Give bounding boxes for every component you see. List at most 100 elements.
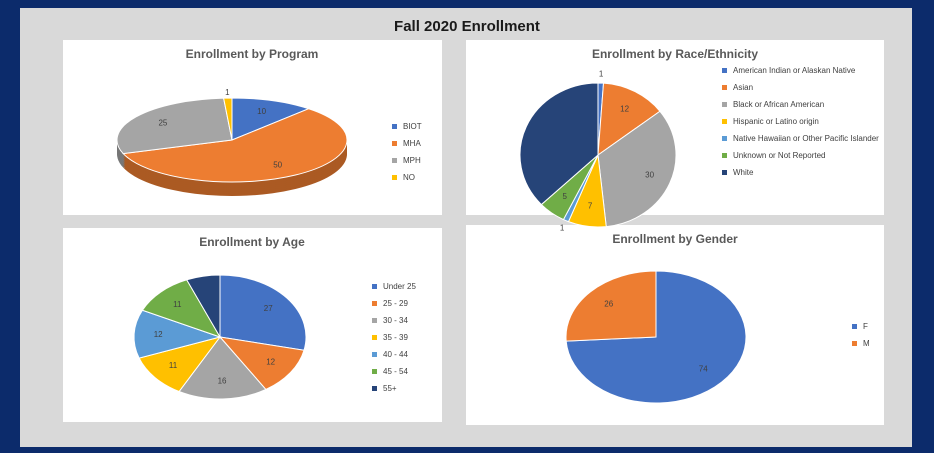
legend-item: Native Hawaiian or Other Pacific Islande… <box>722 134 882 144</box>
legend-item: Unknown or Not Reported <box>722 151 882 161</box>
data-label: 26 <box>604 300 613 309</box>
legend-label: 40 - 44 <box>383 350 408 359</box>
legend-label: 55+ <box>383 384 397 393</box>
legend-item: 25 - 29 <box>372 299 432 309</box>
legend-swatch <box>372 352 377 357</box>
legend-swatch <box>372 369 377 374</box>
legend: BIOT MHA MPH NO <box>392 122 440 190</box>
legend-swatch <box>372 284 377 289</box>
legend-item: Asian <box>722 83 882 93</box>
data-label: 16 <box>218 377 227 386</box>
legend-label: MHA <box>403 139 421 148</box>
legend-item: American Indian or Alaskan Native <box>722 66 882 76</box>
slide-title: Fall 2020 Enrollment <box>394 18 540 35</box>
data-label: 7 <box>588 201 593 210</box>
legend-item: BIOT <box>392 122 440 132</box>
data-label: 50 <box>273 160 282 169</box>
legend-label: 30 - 34 <box>383 316 408 325</box>
pie-slice <box>133 309 222 359</box>
legend-swatch <box>722 85 727 90</box>
legend-swatch <box>372 318 377 323</box>
data-label: 30 <box>645 171 654 180</box>
legend-label: Black or African American <box>733 100 825 109</box>
legend-label: Native Hawaiian or Other Pacific Islande… <box>733 134 879 143</box>
chart-title: Enrollment by Gender <box>612 232 738 246</box>
legend-item: 55+ <box>372 384 432 394</box>
pie-slice <box>565 270 657 342</box>
legend-swatch <box>852 341 857 346</box>
legend-item: 35 - 39 <box>372 333 432 343</box>
legend-item: M <box>852 339 882 349</box>
legend-item: 40 - 44 <box>372 350 432 360</box>
data-label: 25 <box>158 118 167 127</box>
data-label: 5 <box>562 192 567 201</box>
legend-swatch <box>392 158 397 163</box>
pie-slice <box>222 97 233 141</box>
legend-item: NO <box>392 173 440 183</box>
pie-slice <box>219 274 307 351</box>
data-label: 12 <box>620 104 629 113</box>
data-label: 11 <box>173 300 182 309</box>
legend-swatch <box>372 301 377 306</box>
pie-slice <box>178 336 267 400</box>
pie-slice <box>138 336 222 393</box>
legend-label: 25 - 29 <box>383 299 408 308</box>
legend-swatch <box>852 324 857 329</box>
data-label: 1 <box>225 88 230 97</box>
pie-slice <box>116 97 233 155</box>
pie-slice <box>231 97 311 141</box>
legend-item: Black or African American <box>722 100 882 110</box>
legend-item: MPH <box>392 156 440 166</box>
legend-item: MHA <box>392 139 440 149</box>
legend-item: Under 25 <box>372 282 432 292</box>
legend-item: F <box>852 322 882 332</box>
legend-item: White <box>722 168 882 178</box>
legend-label: Under 25 <box>383 282 416 291</box>
legend-swatch <box>372 335 377 340</box>
data-label: 27 <box>264 304 273 313</box>
legend-swatch <box>392 175 397 180</box>
pie-slice <box>186 274 221 339</box>
chart-title: Enrollment by Program <box>186 47 319 61</box>
chart-title: Enrollment by Age <box>199 235 305 249</box>
legend: Under 25 25 - 29 30 - 34 35 - 39 40 - 44 45 -… <box>372 282 432 401</box>
data-label: 11 <box>169 361 178 370</box>
data-label: 1 <box>599 70 604 79</box>
legend-label: Hispanic or Latino origin <box>733 117 819 126</box>
legend-item: Hispanic or Latino origin <box>722 117 882 127</box>
data-label: 10 <box>257 107 266 116</box>
legend-label: 45 - 54 <box>383 367 408 376</box>
legend-label: 35 - 39 <box>383 333 408 342</box>
legend-swatch <box>392 141 397 146</box>
data-label: 1 <box>560 224 565 233</box>
legend-label: Unknown or Not Reported <box>733 151 826 160</box>
legend-swatch <box>722 136 727 141</box>
legend-label: F <box>863 322 868 331</box>
legend-swatch <box>722 102 727 107</box>
data-label: 12 <box>154 330 163 339</box>
legend-swatch <box>722 170 727 175</box>
legend-swatch <box>372 386 377 391</box>
legend-label: American Indian or Alaskan Native <box>733 66 856 75</box>
legend-label: White <box>733 168 754 177</box>
legend-item: 45 - 54 <box>372 367 432 377</box>
pie-slice <box>597 110 677 228</box>
pie-slice <box>218 336 305 391</box>
legend-label: Asian <box>733 83 754 92</box>
legend-swatch <box>722 119 727 124</box>
legend-swatch <box>392 124 397 129</box>
pie-slice <box>597 82 661 157</box>
legend-swatch <box>722 153 727 158</box>
data-label: 74 <box>699 365 708 374</box>
pie-slice <box>122 108 348 183</box>
legend: American Indian or Alaskan Native Asian Bl… <box>722 66 882 185</box>
chart-title: Enrollment by Race/Ethnicity <box>592 47 758 61</box>
pie-slice <box>141 279 222 338</box>
legend-label: MPH <box>403 156 421 165</box>
legend-label: NO <box>403 173 415 182</box>
legend-label: M <box>863 339 870 348</box>
data-label: 12 <box>266 358 275 367</box>
